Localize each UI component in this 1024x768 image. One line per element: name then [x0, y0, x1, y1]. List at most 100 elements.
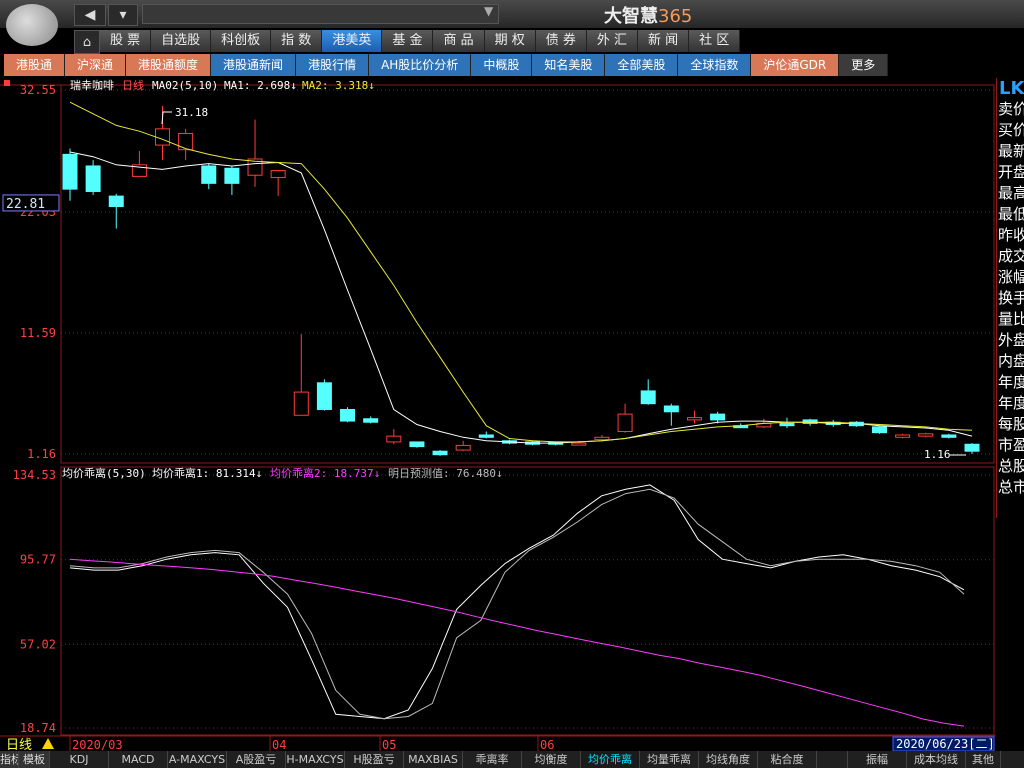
- indicator-tab-10[interactable]: 均衡度: [522, 751, 581, 768]
- indicator-tab-3[interactable]: MACD: [109, 751, 168, 768]
- indicator-tab-5[interactable]: A股盈亏: [227, 751, 286, 768]
- indicator-tab-4[interactable]: A-MAXCYS: [168, 751, 227, 768]
- subnav-item-3[interactable]: 港股通新闻: [211, 54, 297, 76]
- stock-name: 瑞幸咖啡: [70, 78, 114, 92]
- search-input[interactable]: [142, 4, 499, 24]
- home-icon[interactable]: ⌂: [74, 30, 100, 54]
- stock-code: LK: [999, 78, 1024, 99]
- subnav-item-11[interactable]: 更多: [839, 54, 889, 76]
- candle: [941, 434, 957, 438]
- subnav-item-5[interactable]: AH股比价分析: [369, 54, 472, 76]
- indicator-tab-8[interactable]: MAXBIAS: [404, 751, 463, 768]
- indicator-tab-11[interactable]: 均价乖离: [581, 751, 640, 768]
- indicator-tab-13[interactable]: 均线角度: [699, 751, 758, 768]
- nav-item-7[interactable]: 期 权: [484, 30, 536, 52]
- quote-label: 年度: [998, 373, 1024, 391]
- candle: [663, 405, 679, 413]
- quote-label: 开盘: [998, 163, 1024, 181]
- brand-logo: 大智慧365: [604, 6, 693, 27]
- candle: [432, 450, 448, 456]
- indicator-tick: 134.53: [13, 468, 56, 482]
- indicator-tab-12[interactable]: 均量乖离: [640, 751, 699, 768]
- indicator-tab-2[interactable]: KDJ: [50, 751, 109, 768]
- indicator-tab-15[interactable]: [817, 751, 848, 768]
- candle: [363, 418, 379, 423]
- candle: [895, 434, 911, 438]
- subnav-item-1[interactable]: 沪深通: [65, 54, 127, 76]
- nav-item-8[interactable]: 债 券: [535, 30, 587, 52]
- quote-label: 年度: [998, 394, 1024, 412]
- quote-panel: LK 卖价买价最新开盘最高最低昨收成交涨幅换手量比外盘内盘年度年度每股市盈总股总…: [996, 78, 1024, 518]
- nav-item-3[interactable]: 指 数: [271, 30, 323, 52]
- indicator-tab-16[interactable]: 振幅: [848, 751, 907, 768]
- subnav-item-4[interactable]: 港股行情: [296, 54, 370, 76]
- marker-icon: [4, 80, 10, 86]
- indicator-value-3: 明日预测值: 76.480↓: [388, 467, 503, 480]
- nav-item-1[interactable]: 自选股: [151, 30, 212, 52]
- nav-item-6[interactable]: 商 品: [433, 30, 485, 52]
- indicator-tab-7[interactable]: H股盈亏: [345, 751, 404, 768]
- nav-item-9[interactable]: 外 汇: [586, 30, 639, 52]
- quote-label: 市盈: [998, 436, 1024, 454]
- quote-label: 最低: [998, 205, 1024, 223]
- price-tick: 32.55: [20, 83, 56, 97]
- candle: [455, 444, 471, 451]
- indicator-tick: 95.77: [20, 553, 56, 567]
- subnav-item-0[interactable]: 港股通: [4, 54, 66, 76]
- forward-button[interactable]: ▾: [108, 4, 138, 26]
- nav-item-5[interactable]: 基 金: [382, 30, 434, 52]
- indicator-name: 均价乖离(5,30): [62, 466, 146, 480]
- indicator-tab-14[interactable]: 粘合度: [758, 751, 817, 768]
- nav-item-10[interactable]: 新 闻: [638, 30, 690, 52]
- quote-label: 买价: [998, 121, 1024, 139]
- candle: [964, 443, 980, 452]
- period-label: 日线: [122, 78, 144, 92]
- nav-item-11[interactable]: 社 区: [689, 30, 741, 52]
- ind3-line: [69, 558, 965, 727]
- indicator-tab-0[interactable]: 指标: [0, 751, 19, 768]
- candle: [594, 436, 610, 441]
- candle: [871, 426, 887, 434]
- quote-label: 内盘: [998, 352, 1024, 370]
- indicator-tab-9[interactable]: 乖离率: [463, 751, 522, 768]
- subnav-item-8[interactable]: 全部美股: [605, 54, 679, 76]
- date-label: 04: [272, 738, 286, 751]
- back-button[interactable]: ◀: [74, 4, 106, 26]
- candle: [571, 442, 587, 446]
- chevron-down-icon[interactable]: ▼: [484, 4, 494, 18]
- date-label: 2020/03: [72, 738, 123, 751]
- candle: [340, 408, 356, 422]
- ma1-line: [69, 151, 973, 444]
- candle: [802, 419, 818, 424]
- quote-label: 外盘: [998, 331, 1024, 349]
- candle: [108, 195, 124, 208]
- quote-label: 涨幅: [998, 268, 1024, 286]
- quote-label: 每股: [998, 415, 1024, 433]
- low-price-label: 1.16: [924, 448, 951, 461]
- candle: [178, 132, 194, 151]
- candle: [478, 434, 494, 438]
- indicator-tab-18[interactable]: 其他: [966, 751, 1001, 768]
- triangle-icon[interactable]: [42, 738, 54, 749]
- price-tick: 11.59: [20, 326, 56, 340]
- indicator-tab-6[interactable]: H-MAXCYS: [286, 751, 345, 768]
- price-tick: 1.16: [27, 447, 56, 461]
- nav-item-4[interactable]: 港美英: [322, 30, 383, 52]
- subnav-item-2[interactable]: 港股通额度: [126, 54, 212, 76]
- subnav-item-7[interactable]: 知名美股: [532, 54, 606, 76]
- nav-item-0[interactable]: 股 票: [100, 30, 152, 52]
- quote-label: 昨收: [998, 226, 1024, 244]
- candle: [710, 413, 726, 421]
- indicator-tick: 18.74: [20, 721, 56, 735]
- subnav-item-10[interactable]: 沪伦通GDR: [751, 54, 840, 76]
- subnav-item-6[interactable]: 中概股: [471, 54, 533, 76]
- quote-label: 最高: [998, 184, 1024, 202]
- candle: [779, 422, 795, 427]
- app-logo[interactable]: [6, 4, 58, 46]
- indicator-tab-17[interactable]: 成本均线: [907, 751, 966, 768]
- subnav-item-9[interactable]: 全球指数: [678, 54, 752, 76]
- high-arrow: [161, 111, 172, 125]
- nav-item-2[interactable]: 科创板: [211, 30, 272, 52]
- indicator-tab-1[interactable]: 模板: [19, 751, 50, 768]
